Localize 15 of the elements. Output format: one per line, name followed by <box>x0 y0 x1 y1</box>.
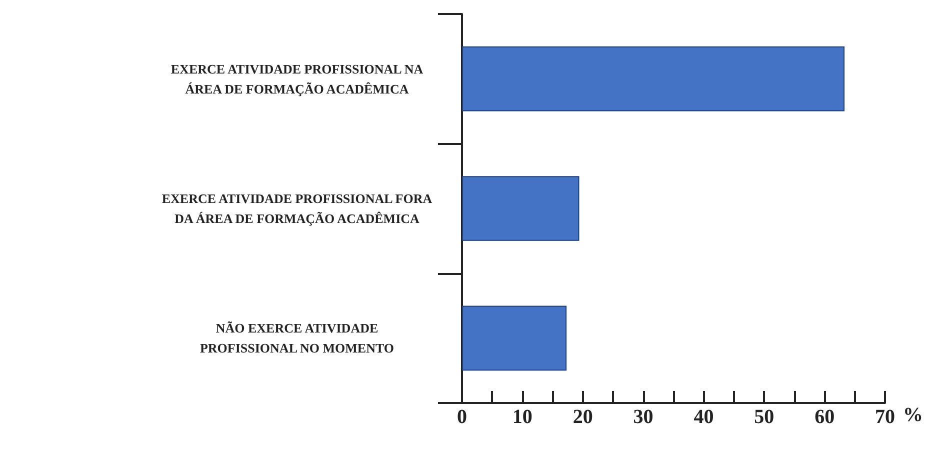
x-tick-label: 50 <box>754 406 774 428</box>
bar <box>462 46 845 112</box>
x-tick-label: 30 <box>633 406 654 428</box>
x-axis-title: % <box>903 404 923 426</box>
x-tick-label: 20 <box>572 406 593 428</box>
x-tick-label: 60 <box>814 406 835 428</box>
bar <box>462 176 580 241</box>
y-tick-label: EXERCE ATIVIDADE PROFISSIONAL FORA DA ÁREA DE FORMAÇÃO ACADÊMICA <box>162 191 433 226</box>
x-tick-label: 0 <box>457 406 467 428</box>
x-tick-label: 40 <box>694 406 714 428</box>
bar <box>462 306 567 371</box>
x-tick-label: 70 <box>875 406 895 428</box>
x-tick-label: 10 <box>512 406 532 428</box>
y-tick-label: EXERCE ATIVIDADE PROFISSIONAL NA ÁREA DE FORMAÇÃO ACADÊMICA <box>170 61 424 96</box>
y-tick-label: NÃO EXERCE ATIVIDADE PROFISSIONAL NO MOMENTO <box>200 320 394 356</box>
